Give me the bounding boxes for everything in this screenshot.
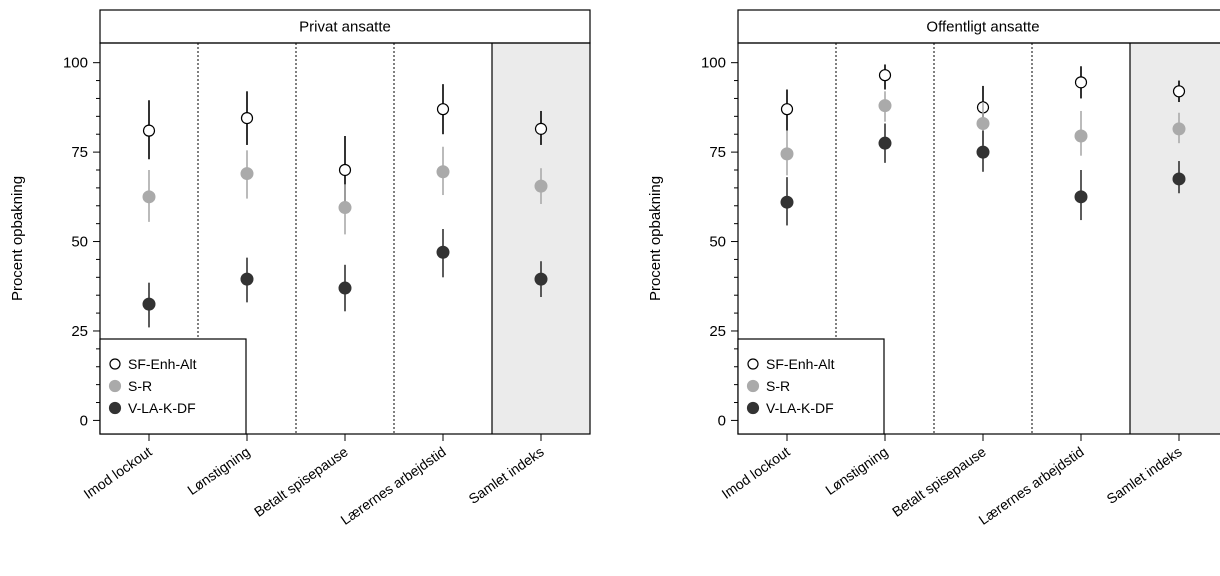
point-sf-enh-alt xyxy=(534,122,548,135)
legend-label-v-la-k-df: V-LA-K-DF xyxy=(766,400,834,416)
highlight-background xyxy=(492,43,590,434)
point-v-la-k-df xyxy=(534,272,548,286)
point-s-r xyxy=(240,167,254,181)
category-label-betalt-spisepause: Betalt spisepause xyxy=(889,443,989,520)
point-v-la-k-df xyxy=(1172,172,1186,186)
legend-label-s-r: S-R xyxy=(766,378,790,394)
point-s-r xyxy=(534,179,548,193)
legend-marker-s-r xyxy=(746,379,760,393)
point-s-r xyxy=(338,201,352,215)
legend-marker-s-r xyxy=(108,379,122,393)
legend-marker-sf-enh-alt xyxy=(109,358,121,370)
point-v-la-k-df xyxy=(780,195,794,209)
y-tick-label: 0 xyxy=(80,412,88,429)
point-sf-enh-alt xyxy=(338,163,352,177)
panel-title: Offentligt ansatte xyxy=(926,19,1039,36)
panel-title: Privat ansatte xyxy=(299,19,391,36)
legend-label-v-la-k-df: V-LA-K-DF xyxy=(128,400,196,416)
point-v-la-k-df xyxy=(878,136,892,150)
category-label-betalt-spisepause: Betalt spisepause xyxy=(251,443,351,520)
point-sf-enh-alt xyxy=(780,103,794,116)
category-label-samlet-indeks: Samlet indeks xyxy=(466,443,547,507)
strip-header xyxy=(737,9,1220,44)
y-tick-label: 75 xyxy=(71,144,88,161)
category-label-l-nstigning: Lønstigning xyxy=(184,443,252,498)
y-tick-label: 50 xyxy=(709,234,726,251)
panel-privat-ansatte: Privat ansatte 0 25 50 75 100 Procent opbaknin… xyxy=(9,9,591,528)
point-s-r xyxy=(436,165,450,179)
strip-header xyxy=(99,9,591,44)
point-s-r xyxy=(1172,122,1186,136)
y-tick-label: 100 xyxy=(701,55,726,72)
panel-offentligt-ansatte: Offentligt ansatte 0 25 50 75 100 Procent opba… xyxy=(647,9,1220,528)
point-sf-enh-alt xyxy=(436,103,450,116)
legend-box xyxy=(737,338,885,435)
legend-label-sf-enh-alt: SF-Enh-Alt xyxy=(128,356,197,372)
point-sf-enh-alt xyxy=(878,69,892,82)
point-sf-enh-alt xyxy=(142,124,156,137)
category-label-l-rernes-arbejdstid: Lærernes arbejdstid xyxy=(338,443,449,528)
y-tick-label: 100 xyxy=(63,55,88,72)
legend-label-sf-enh-alt: SF-Enh-Alt xyxy=(766,356,835,372)
y-tick-label: 0 xyxy=(718,412,726,429)
point-v-la-k-df xyxy=(240,272,254,286)
category-label-imod-lockout: Imod lockout xyxy=(719,443,793,502)
point-s-r xyxy=(976,116,990,130)
legend-marker-v-la-k-df xyxy=(108,401,122,415)
point-v-la-k-df xyxy=(338,281,352,295)
highlight-background xyxy=(1130,43,1220,434)
y-tick-label: 75 xyxy=(709,144,726,161)
category-label-imod-lockout: Imod lockout xyxy=(81,443,155,502)
y-tick-label: 25 xyxy=(71,323,88,340)
y-axis-title: Procent opbakning xyxy=(9,176,26,301)
point-v-la-k-df xyxy=(142,297,156,311)
point-v-la-k-df xyxy=(976,145,990,159)
category-label-samlet-indeks: Samlet indeks xyxy=(1104,443,1185,507)
point-s-r xyxy=(1074,129,1088,143)
point-s-r xyxy=(780,147,794,161)
y-tick-label: 25 xyxy=(709,323,726,340)
point-s-r xyxy=(878,99,892,113)
point-sf-enh-alt xyxy=(1074,76,1088,89)
legend-box xyxy=(99,338,247,435)
legend-marker-sf-enh-alt xyxy=(747,358,759,370)
category-label-l-rernes-arbejdstid: Lærernes arbejdstid xyxy=(976,443,1087,528)
legend-marker-v-la-k-df xyxy=(746,401,760,415)
point-sf-enh-alt xyxy=(1172,85,1186,98)
category-label-l-nstigning: Lønstigning xyxy=(822,443,890,498)
y-axis-title: Procent opbakning xyxy=(647,176,664,301)
point-v-la-k-df xyxy=(1074,190,1088,204)
point-v-la-k-df xyxy=(436,245,450,259)
point-sf-enh-alt xyxy=(240,112,254,125)
legend-label-s-r: S-R xyxy=(128,378,152,394)
point-s-r xyxy=(142,190,156,204)
y-tick-label: 50 xyxy=(71,234,88,251)
